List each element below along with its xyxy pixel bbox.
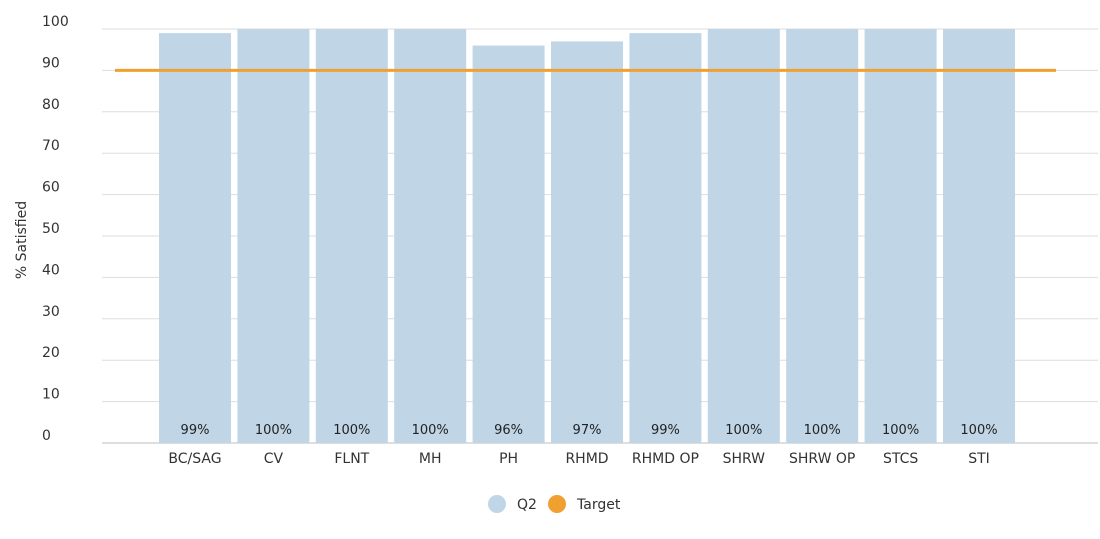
bar[interactable]	[943, 29, 1015, 443]
bar-value-label: 99%	[651, 423, 680, 438]
bar[interactable]	[237, 29, 310, 443]
y-tick-label: 10	[42, 387, 60, 403]
legend-q2-label[interactable]: Q2	[517, 497, 537, 513]
bar[interactable]	[786, 29, 859, 443]
legend-target-label[interactable]: Target	[576, 497, 621, 513]
bars	[159, 29, 1015, 444]
y-tick-label: 30	[42, 304, 60, 320]
legend-q2-marker[interactable]	[488, 495, 506, 513]
x-tick-label: SHRW OP	[789, 451, 855, 467]
x-tick-label: STCS	[883, 451, 918, 467]
y-tick-label: 90	[42, 55, 60, 71]
y-axis-label: % Satisfied	[14, 201, 30, 279]
x-tick-label: SHRW	[723, 451, 766, 467]
x-tick-label: CV	[264, 451, 284, 467]
x-tick-label: BC/SAG	[168, 451, 221, 467]
y-tick-label: 80	[42, 97, 60, 113]
x-tick-label: RHMD OP	[632, 451, 699, 467]
y-tick-label: 20	[42, 345, 60, 361]
legend[interactable]: Q2 Target	[488, 495, 621, 513]
bar-value-label: 100%	[255, 423, 292, 438]
x-tick-label: PH	[499, 451, 518, 467]
bar-value-label: 99%	[181, 423, 210, 438]
x-tick-label: FLNT	[334, 451, 369, 467]
bar-value-label: 97%	[573, 423, 602, 438]
bar-value-label: 100%	[804, 423, 841, 438]
x-tick-label: STI	[968, 451, 990, 467]
bar-value-label: 96%	[494, 423, 523, 438]
bar[interactable]	[159, 33, 231, 443]
y-tick-label: 100	[42, 14, 69, 30]
y-axis-ticks: 0 10 20 30 40 50 60 70 80 90 100	[42, 14, 69, 444]
data-labels: 99% 100% 100% 100% 96% 97% 99% 100% 100% 100% 100%	[181, 423, 998, 438]
y-tick-label: 60	[42, 180, 60, 196]
x-tick-label: MH	[419, 451, 442, 467]
bar[interactable]	[707, 29, 780, 443]
bar-value-label: 100%	[725, 423, 762, 438]
bar-value-label: 100%	[882, 423, 919, 438]
bar[interactable]	[394, 29, 467, 443]
x-tick-label: RHMD	[565, 451, 608, 467]
bar[interactable]	[551, 41, 623, 444]
y-tick-label: 70	[42, 138, 60, 154]
y-tick-label: 50	[42, 221, 60, 237]
bar-value-label: 100%	[412, 423, 449, 438]
bar[interactable]	[629, 33, 702, 443]
legend-target-marker[interactable]	[548, 495, 566, 513]
y-tick-label: 0	[42, 428, 51, 444]
bar[interactable]	[864, 29, 937, 443]
y-tick-label: 40	[42, 262, 60, 278]
bar[interactable]	[472, 45, 545, 444]
bar-value-label: 100%	[960, 423, 997, 438]
x-axis-ticks: BC/SAG CV FLNT MH PH RHMD RHMD OP SHRW SHRW OP ST…	[168, 451, 989, 467]
bar-value-label: 100%	[333, 423, 370, 438]
bar[interactable]	[315, 29, 388, 443]
